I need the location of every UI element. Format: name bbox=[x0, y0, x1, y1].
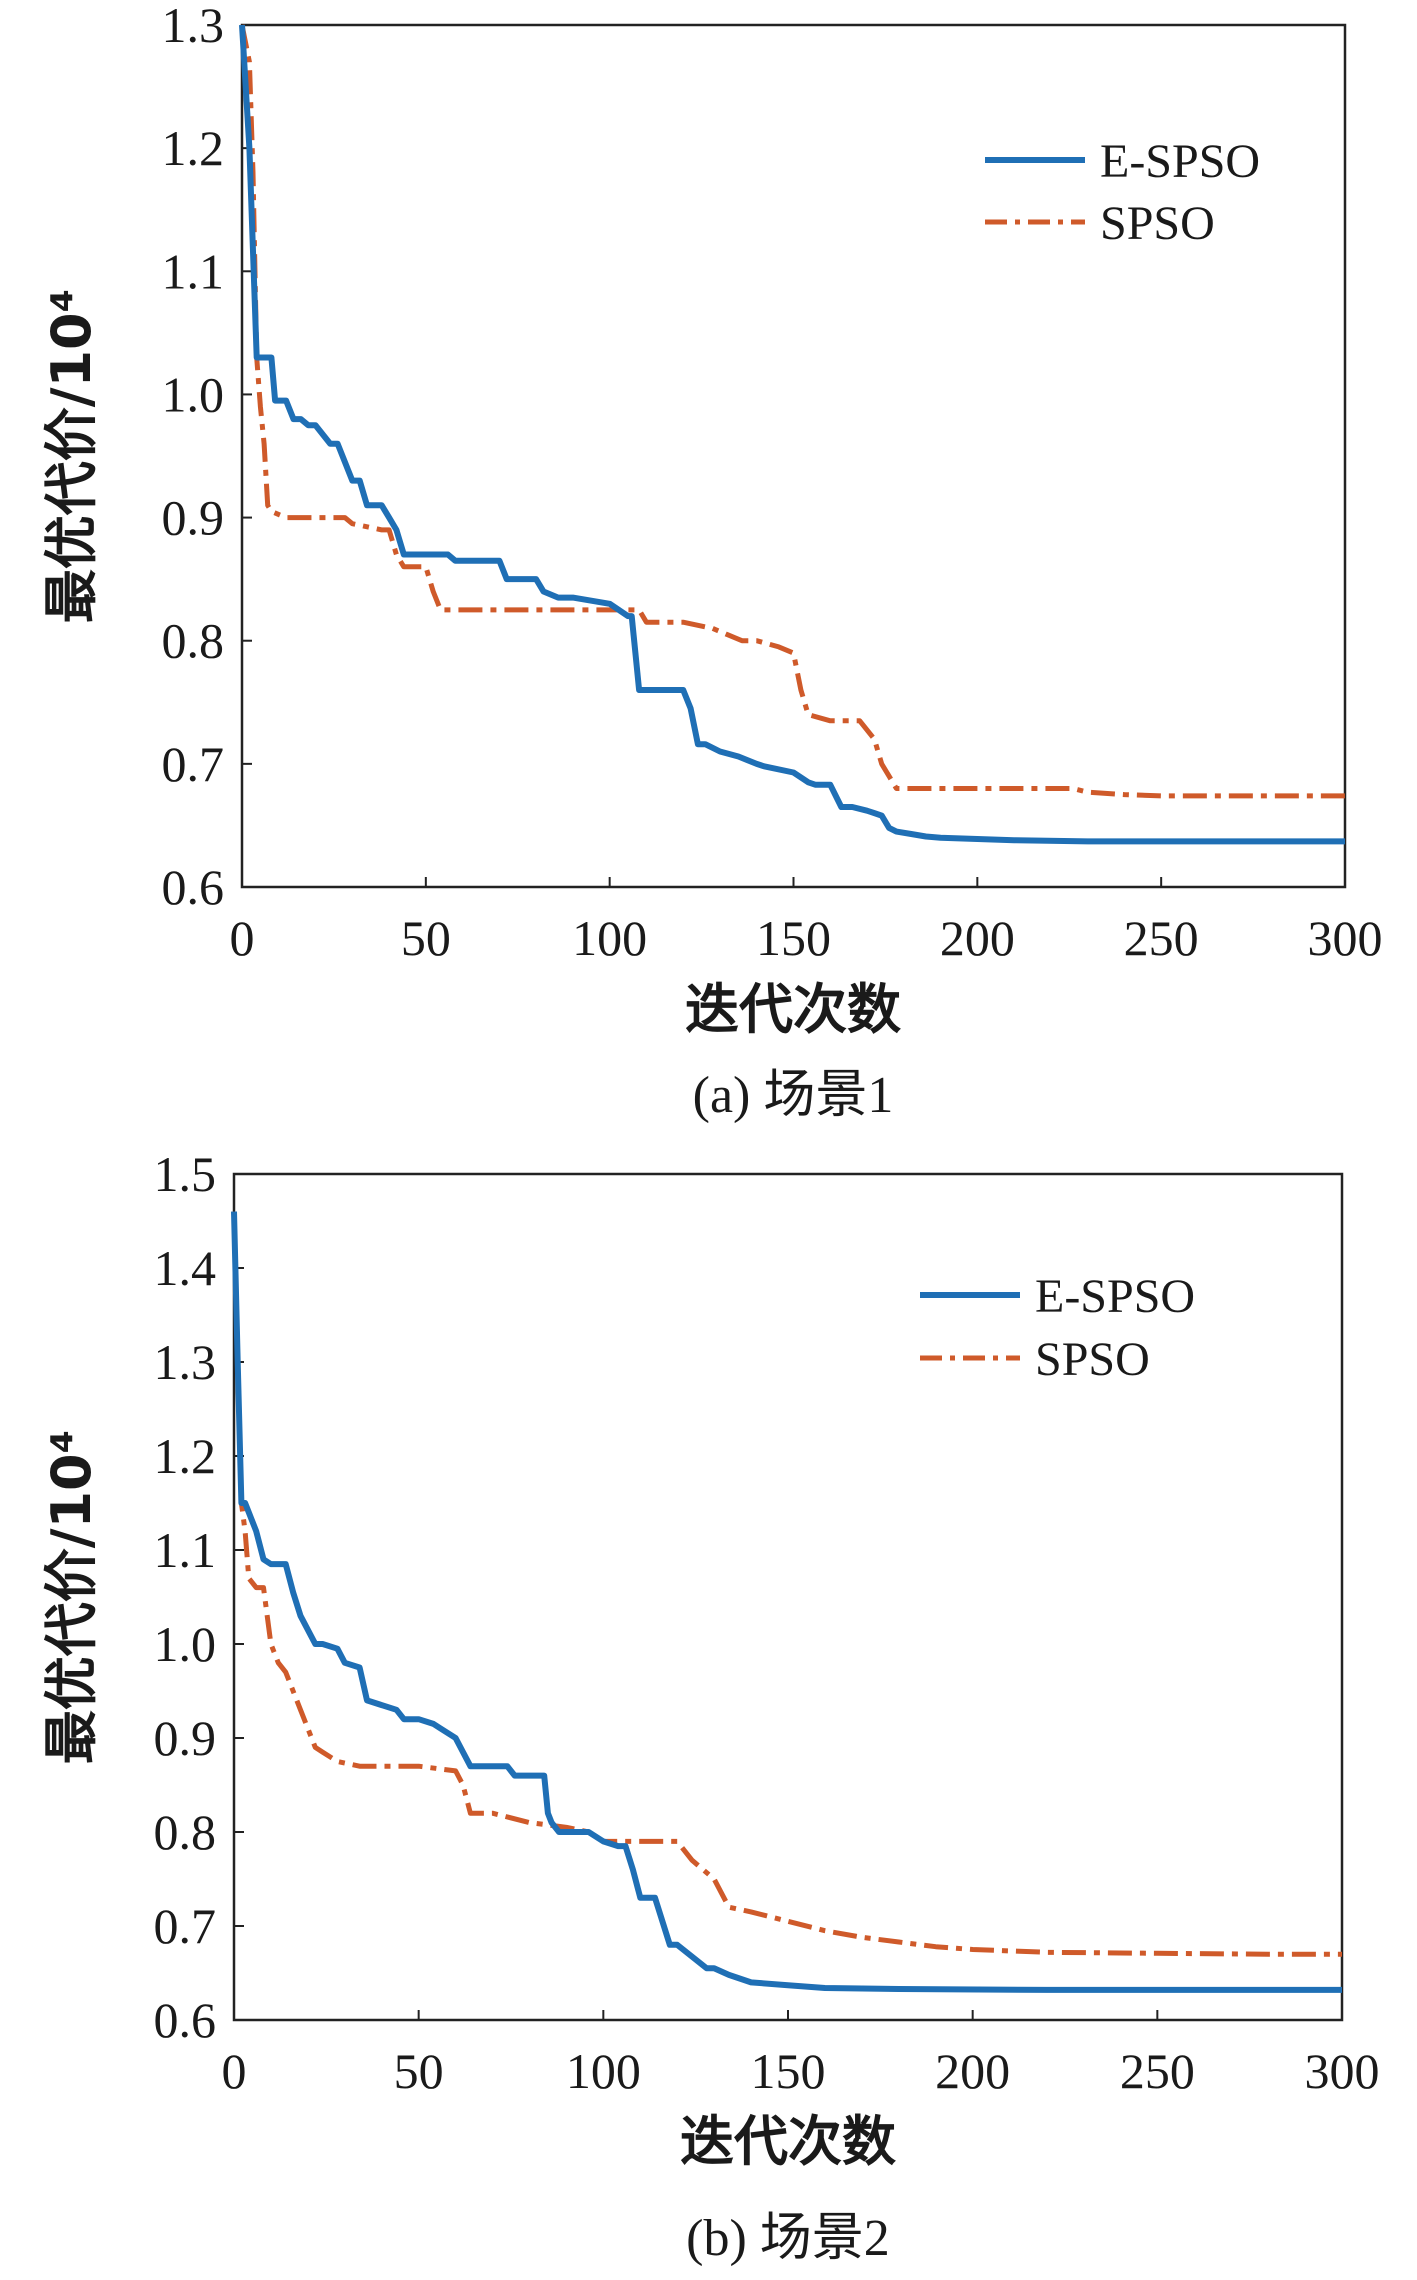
panel-b-x-tick-label: 200 bbox=[935, 2043, 1010, 2099]
panel-a-y-tick-label: 0.8 bbox=[162, 613, 225, 669]
panel-a-x-ticks: 0 50 100 150 200 250 300 bbox=[230, 877, 1383, 966]
panel-a: 0 50 100 150 200 250 300 0.6 0.7 0.8 0.9 1.0 1.1 1.2… bbox=[40, 0, 1383, 1124]
panel-b-x-tick-label: 300 bbox=[1305, 2043, 1380, 2099]
panel-a-y-tick-label: 1.0 bbox=[162, 366, 225, 422]
panel-a-y-tick-label: 0.9 bbox=[162, 490, 225, 546]
panel-b-x-ticks: 0 50 100 150 200 250 300 bbox=[222, 2010, 1380, 2099]
panel-b-y-tick-label: 1.4 bbox=[154, 1240, 217, 1296]
panel-a-y-tick-label: 1.1 bbox=[162, 243, 225, 299]
panel-b-y-tick-label: 1.0 bbox=[154, 1616, 217, 1672]
panel-a-series-spso-line bbox=[239, 24, 1345, 799]
panel-a-series-lines bbox=[239, 24, 1345, 845]
panel-b-x-tick-label: 150 bbox=[751, 2043, 826, 2099]
panel-a-y-tick-label: 1.3 bbox=[162, 0, 225, 53]
legend-label-e-spso: E-SPSO bbox=[1100, 135, 1260, 188]
panel-b-series-spso-line bbox=[231, 1211, 1342, 1957]
panel-b-x-tick-label: 0 bbox=[222, 2043, 247, 2099]
panel-a-x-tick-label: 300 bbox=[1308, 910, 1383, 966]
panel-b-x-axis-title: 迭代次数 bbox=[680, 2110, 896, 2173]
panel-a-series-e-spso-line bbox=[239, 24, 1345, 845]
panel-b-y-tick-label: 1.2 bbox=[154, 1428, 217, 1484]
panel-a-x-tick-label: 50 bbox=[401, 910, 451, 966]
panel-b-y-tick-label: 1.1 bbox=[154, 1522, 217, 1578]
panel-b-y-tick-label: 0.8 bbox=[154, 1804, 217, 1860]
panel-b-y-tick-label: 0.6 bbox=[154, 1992, 217, 2048]
panel-b-y-tick-label: 0.9 bbox=[154, 1710, 217, 1766]
panel-b-caption: (b) 场景2 bbox=[686, 2210, 890, 2267]
panel-b-series-lines bbox=[231, 1211, 1342, 1993]
panel-b-legend: E-SPSO SPSO bbox=[920, 1270, 1195, 1386]
legend-label-spso: SPSO bbox=[1100, 197, 1215, 250]
legend-label-e-spso: E-SPSO bbox=[1035, 1270, 1195, 1323]
panel-a-x-tick-label: 250 bbox=[1124, 910, 1199, 966]
panel-a-y-tick-label: 0.7 bbox=[162, 736, 225, 792]
panel-b-y-tick-label: 1.3 bbox=[154, 1334, 217, 1390]
panel-b-x-tick-label: 100 bbox=[566, 2043, 641, 2099]
panel-a-y-ticks: 0.6 0.7 0.8 0.9 1.0 1.1 1.2 1.3 bbox=[162, 0, 252, 915]
panel-b-y-axis-title: 最优代价/10⁴ bbox=[40, 1430, 103, 1765]
panel-b-series-e-spso-line bbox=[231, 1211, 1342, 1993]
panel-a-y-axis-title: 最优代价/10⁴ bbox=[40, 289, 103, 624]
legend-label-spso: SPSO bbox=[1035, 1333, 1150, 1386]
panel-a-x-tick-label: 150 bbox=[756, 910, 831, 966]
panel-b-x-tick-label: 250 bbox=[1120, 2043, 1195, 2099]
panel-a-x-tick-label: 100 bbox=[572, 910, 647, 966]
panel-b: 0 50 100 150 200 250 300 0.6 0.7 0.8 0.9 1.0 1.1 1.2… bbox=[40, 1146, 1380, 2267]
panel-a-y-tick-label: 0.6 bbox=[162, 859, 225, 915]
panel-a-y-tick-label: 1.2 bbox=[162, 120, 225, 176]
panel-b-x-tick-label: 50 bbox=[394, 2043, 444, 2099]
panel-a-legend: E-SPSO SPSO bbox=[985, 135, 1260, 250]
panel-b-y-ticks: 0.6 0.7 0.8 0.9 1.0 1.1 1.2 1.3 1.4 1.5 bbox=[154, 1146, 244, 2048]
panel-b-y-tick-label: 0.7 bbox=[154, 1898, 217, 1954]
panel-a-x-tick-label: 0 bbox=[230, 910, 255, 966]
panel-a-x-tick-label: 200 bbox=[940, 910, 1015, 966]
panel-a-caption: (a) 场景1 bbox=[693, 1067, 894, 1124]
panel-a-x-axis-title: 迭代次数 bbox=[685, 978, 901, 1041]
panel-b-y-tick-label: 1.5 bbox=[154, 1146, 217, 1202]
